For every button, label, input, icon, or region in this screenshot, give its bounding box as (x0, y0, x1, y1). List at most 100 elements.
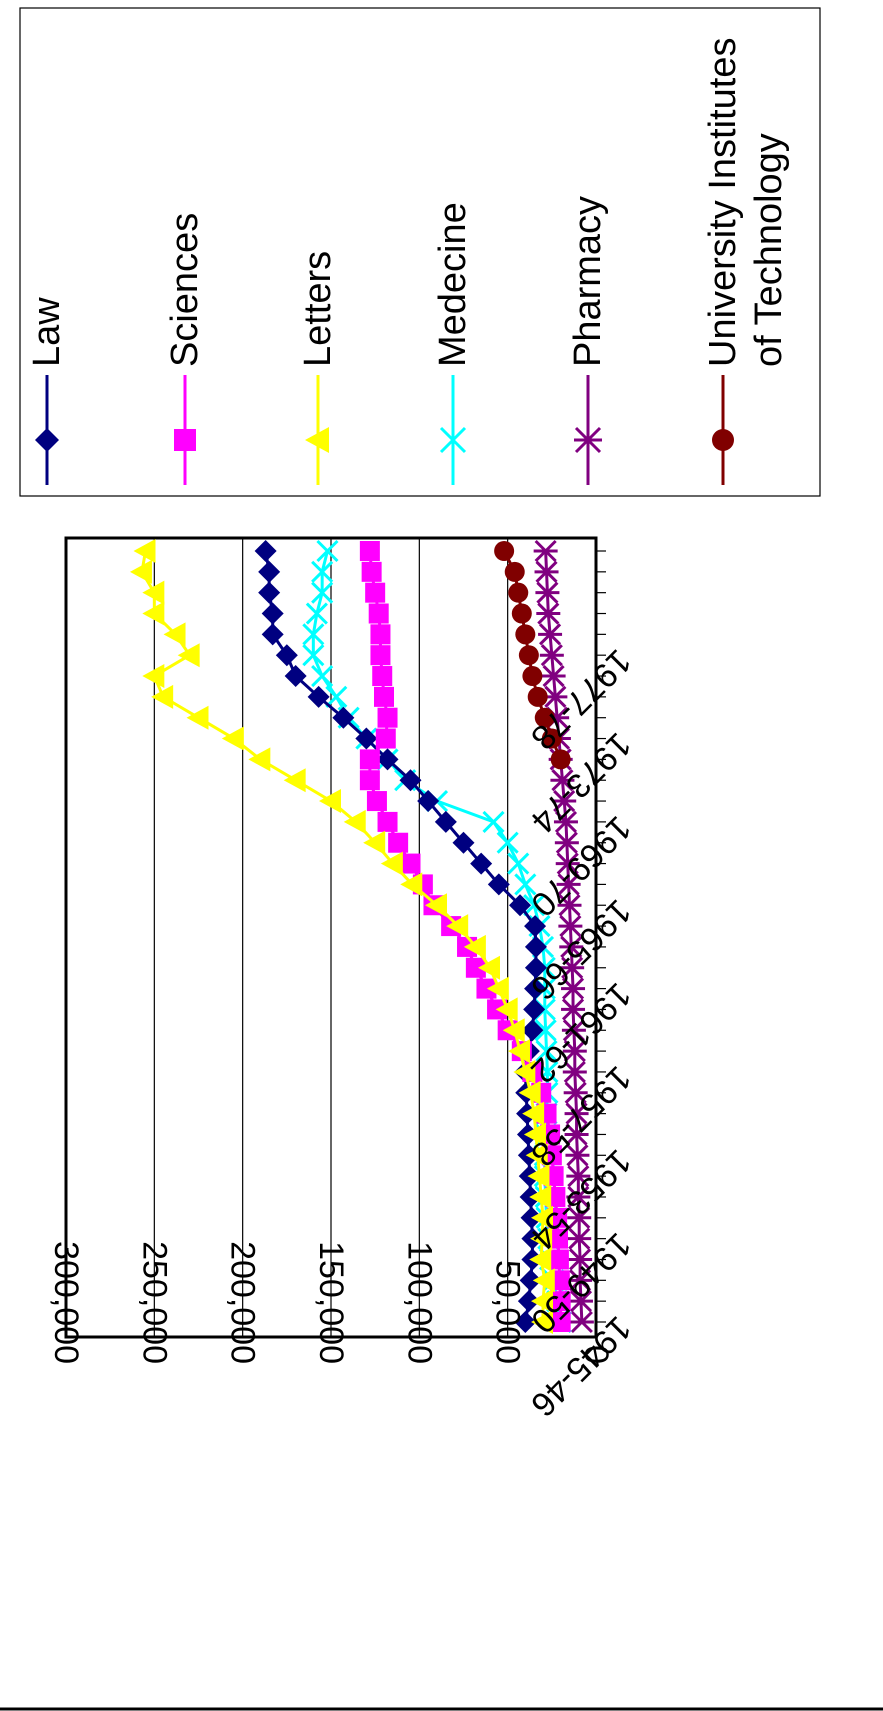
series-letters (129, 539, 555, 1334)
data-point (567, 1227, 592, 1250)
data-point (564, 1102, 589, 1125)
data-point (568, 1290, 593, 1313)
data-point (524, 935, 547, 958)
legend-label: Law (26, 297, 68, 367)
data-point (434, 810, 457, 833)
data-point (535, 1040, 558, 1063)
data-point (569, 1310, 594, 1334)
data-point (517, 1290, 540, 1313)
legend-label: of Technology (748, 133, 790, 367)
data-point (311, 581, 334, 604)
data-point (284, 665, 307, 688)
data-point (380, 851, 403, 876)
data-point (550, 749, 571, 770)
data-point (557, 894, 582, 917)
legend-label: University Institutes (702, 38, 744, 367)
data-point (400, 872, 423, 897)
data-point (508, 1039, 531, 1064)
data-point (568, 1269, 593, 1292)
data-point (221, 726, 244, 751)
data-point (536, 602, 561, 625)
data-point (534, 707, 555, 728)
data-point (504, 561, 525, 582)
data-point (565, 1144, 590, 1167)
data-point (555, 852, 580, 875)
series-line (311, 550, 563, 1323)
data-point (476, 978, 497, 999)
data-point (478, 955, 500, 980)
series-university-institutes-of-technology (494, 541, 571, 770)
data-point (507, 852, 530, 875)
data-point (530, 1226, 553, 1251)
data-point (558, 915, 583, 938)
data-point (550, 1291, 571, 1312)
data-point (523, 1122, 546, 1147)
data-point (365, 582, 386, 603)
data-point (375, 728, 396, 749)
data-point (307, 685, 330, 708)
y-tick-label: 300,000 (47, 1241, 85, 1364)
data-point (258, 560, 281, 583)
data-point (559, 935, 584, 958)
data-point (518, 1080, 541, 1105)
data-point (534, 1019, 557, 1042)
data-point (399, 769, 422, 792)
data-point (548, 1228, 569, 1249)
data-point (556, 873, 581, 896)
legend-label: Letters (297, 251, 339, 367)
data-point (142, 664, 165, 689)
y-tick-label: 50,000 (489, 1260, 527, 1364)
data-point (552, 789, 577, 813)
data-point (538, 623, 563, 646)
data-point (566, 1185, 591, 1209)
data-point (535, 581, 560, 604)
data-point (400, 853, 421, 874)
data-point (549, 1270, 570, 1291)
data-point (129, 559, 152, 584)
data-point (332, 706, 355, 729)
data-point (133, 539, 156, 563)
data-point (562, 1040, 587, 1063)
data-point (465, 957, 486, 978)
legend-entry-letters: Letters (297, 251, 339, 485)
legend-marker (305, 427, 329, 453)
data-point (527, 686, 548, 707)
data-point (539, 644, 564, 667)
data-point (561, 1019, 586, 1042)
data-point (566, 1165, 591, 1188)
data-point (254, 540, 277, 562)
data-point (550, 769, 575, 792)
data-point (311, 664, 334, 688)
legend-box (19, 7, 821, 497)
data-point (368, 603, 389, 624)
legend-label: Sciences (164, 213, 206, 367)
data-point (376, 748, 399, 771)
data-point (417, 790, 440, 813)
data-point (513, 1059, 536, 1084)
data-point (261, 623, 284, 646)
y-tick-label: 150,000 (312, 1241, 350, 1364)
data-point (258, 581, 281, 604)
data-point (486, 976, 509, 1001)
data-point (532, 1268, 555, 1293)
data-point (359, 541, 380, 561)
data-point (511, 603, 532, 624)
data-point (529, 1247, 552, 1272)
data-point (163, 622, 186, 647)
data-point (515, 624, 536, 645)
data-point (248, 747, 271, 772)
legend-marker (439, 426, 467, 454)
data-point (261, 602, 284, 625)
data-point (564, 1123, 589, 1146)
data-point (561, 977, 586, 1000)
data-point (563, 1081, 588, 1104)
data-point (325, 685, 348, 708)
data-point (377, 811, 398, 832)
data-point (548, 1249, 569, 1270)
data-point (151, 684, 174, 709)
data-point (561, 998, 586, 1021)
data-point (311, 560, 334, 583)
data-point (142, 580, 165, 605)
series-pharmacy (533, 539, 594, 1334)
series-line (264, 550, 538, 1323)
